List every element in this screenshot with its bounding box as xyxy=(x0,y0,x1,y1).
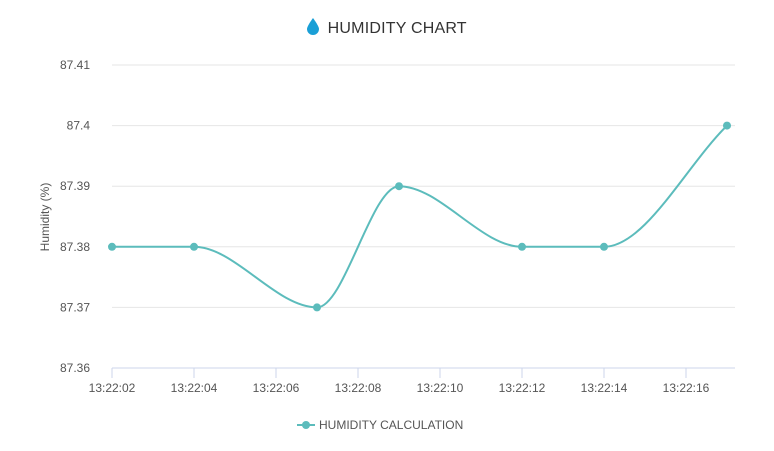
y-tick-label: 87.37 xyxy=(60,300,90,314)
series-line xyxy=(111,124,728,309)
chart-title-row: HUMIDITY CHART xyxy=(0,18,774,40)
data-point xyxy=(190,242,198,251)
x-tick-label: 13:22:16 xyxy=(663,381,710,395)
data-point xyxy=(313,303,321,312)
x-tick-label: 13:22:12 xyxy=(499,381,546,395)
legend-label[interactable]: HUMIDITY CALCULATION xyxy=(319,418,463,432)
y-tick-label: 87.4 xyxy=(67,119,91,133)
x-tick-label: 13:22:02 xyxy=(89,381,136,395)
data-point xyxy=(723,121,731,130)
data-point xyxy=(395,182,403,191)
series-layer xyxy=(108,121,731,312)
x-tick-label: 13:22:04 xyxy=(171,381,218,395)
grid-lines xyxy=(112,64,735,369)
data-point xyxy=(518,242,526,251)
water-drop-icon xyxy=(307,18,320,40)
y-axis-label: Humidity (%) xyxy=(38,183,52,252)
data-point xyxy=(600,242,608,251)
x-tick-label: 13:22:14 xyxy=(581,381,628,395)
y-tick-label: 87.36 xyxy=(60,361,90,375)
y-tick-label: 87.41 xyxy=(60,58,90,72)
data-point xyxy=(108,242,116,251)
legend[interactable]: HUMIDITY CALCULATION xyxy=(297,418,463,432)
axes: 87.36 87.37 87.38 87.39 87.4 87.41 13:22:02 13:… xyxy=(60,58,735,395)
y-tick-label: 87.38 xyxy=(60,240,90,254)
x-tick-label: 13:22:08 xyxy=(335,381,382,395)
chart-title: HUMIDITY CHART xyxy=(327,20,467,37)
y-tick-label: 87.39 xyxy=(60,179,90,193)
x-tick-label: 13:22:06 xyxy=(253,381,300,395)
x-tick-label: 13:22:10 xyxy=(417,381,464,395)
